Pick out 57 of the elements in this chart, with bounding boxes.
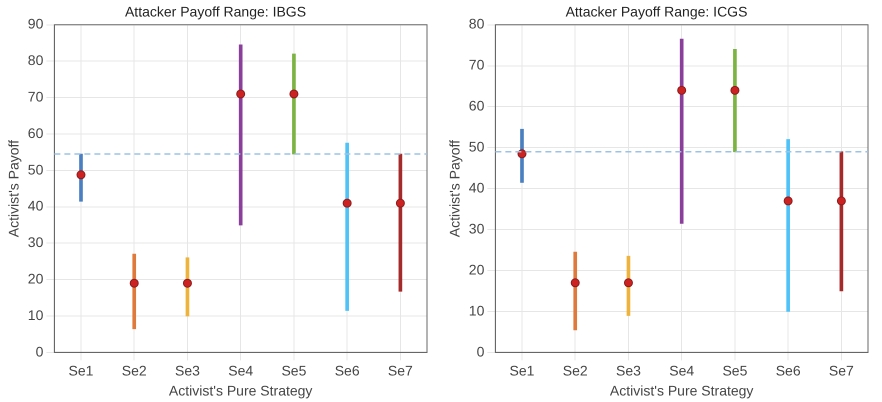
y-tick-label: 70: [468, 56, 485, 73]
point: [624, 278, 633, 288]
y-tick-label: 10: [468, 302, 485, 318]
x-tick-label: Se6: [776, 362, 801, 379]
x-tick-label: Se7: [828, 362, 854, 379]
point: [396, 198, 405, 208]
point: [570, 278, 580, 288]
x-tick-label: Se4: [228, 362, 254, 379]
y-tick-label: 30: [28, 234, 44, 250]
x-tick-label: Se1: [510, 362, 535, 379]
point: [289, 89, 298, 98]
x-tick-label: Se2: [562, 362, 588, 379]
point: [182, 278, 192, 288]
y-tick-label: 60: [468, 98, 485, 114]
point: [836, 196, 846, 206]
x-axis-title: Activist's Pure Strategy: [168, 382, 312, 398]
point: [730, 86, 740, 95]
chart-title: Attacker Payoff Range: IBGS: [124, 3, 306, 20]
x-tick-label: Se1: [68, 362, 94, 379]
x-tick-label: Se3: [616, 362, 642, 379]
x-axis-title: Activist's Pure Strategy: [610, 382, 754, 398]
y-tick-label: 0: [36, 343, 44, 360]
x-tick-label: Se4: [669, 362, 694, 379]
y-tick-label: 40: [28, 198, 44, 214]
chart-title: Attacker Payoff Range: ICGS: [566, 3, 748, 20]
y-tick-label: 0: [476, 343, 485, 360]
y-tick-label: 40: [468, 179, 485, 196]
x-tick-label: Se7: [388, 362, 414, 379]
y-tick-label: 30: [468, 220, 485, 236]
point: [784, 196, 793, 206]
y-tick-label: 20: [468, 261, 485, 278]
point: [76, 170, 86, 180]
point: [517, 149, 526, 158]
bar: [680, 38, 684, 224]
bar: [786, 139, 790, 312]
bar: [345, 142, 349, 311]
y-tick-label: 90: [28, 16, 44, 32]
x-tick-label: Se6: [334, 362, 360, 379]
x-tick-label: Se5: [281, 362, 307, 379]
y-tick-label: 10: [28, 306, 44, 323]
y-axis-title: Activist's Payoff: [5, 140, 22, 238]
point: [342, 198, 352, 208]
y-tick-label: 80: [468, 16, 485, 32]
y-tick-label: 80: [28, 52, 44, 68]
y-tick-label: 60: [28, 124, 44, 141]
x-tick-label: Se5: [722, 362, 748, 379]
y-axis-title: Activist's Payoff: [446, 140, 462, 238]
y-tick-label: 50: [28, 161, 44, 178]
y-tick-label: 70: [28, 88, 44, 104]
point: [677, 86, 686, 95]
y-tick-label: 20: [28, 270, 44, 286]
bar: [238, 44, 243, 226]
y-tick-label: 50: [468, 138, 485, 155]
point: [236, 89, 246, 98]
point: [130, 278, 139, 288]
x-tick-label: Se3: [174, 362, 200, 379]
x-tick-label: Se2: [122, 362, 147, 379]
